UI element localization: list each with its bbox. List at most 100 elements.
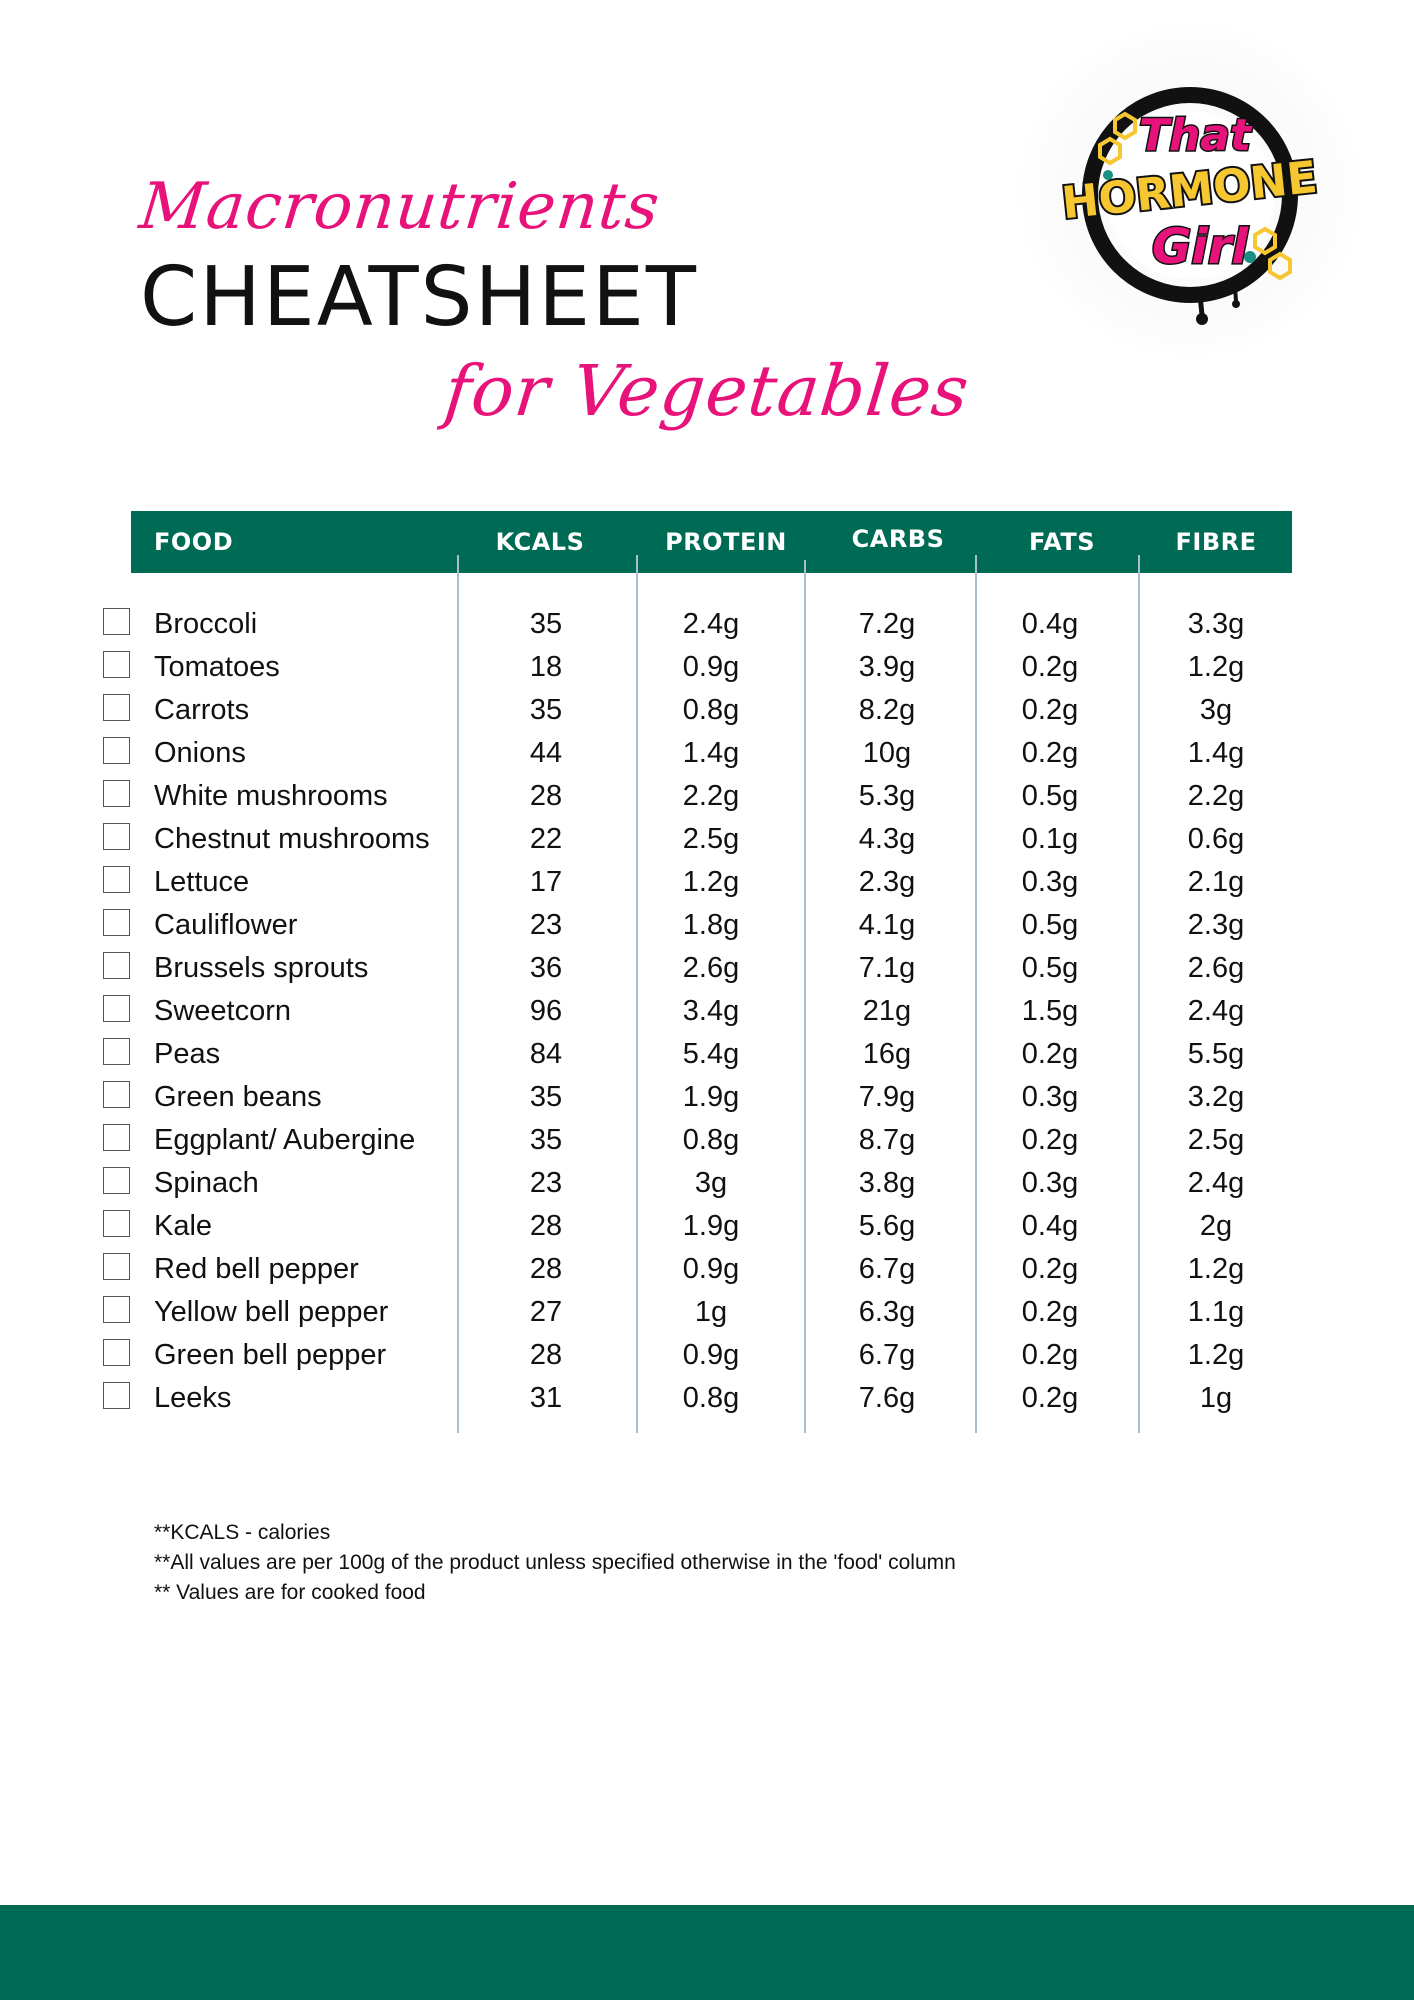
fibre-cell: 3.2g: [1187, 1081, 1245, 1113]
table-header: FOOD KCALS PROTEIN CARBS FATS FIBRE: [131, 511, 1292, 573]
row-checkbox[interactable]: [103, 1038, 130, 1065]
kcals-cell: 17: [529, 866, 563, 898]
fibre-cell: 1.1g: [1187, 1296, 1245, 1328]
title-script-for-vegetables: for Vegetables: [440, 350, 974, 432]
carbs-cell: 5.6g: [858, 1210, 916, 1242]
table-row: Eggplant/ Aubergine 35 0.8g 8.7g 0.2g 2.5g: [0, 1119, 1414, 1162]
table-row: Lettuce 17 1.2g 2.3g 0.3g 2.1g: [0, 861, 1414, 904]
logo-text-girl: Girl: [1152, 219, 1249, 275]
table-row: Kale 28 1.9g 5.6g 0.4g 2g: [0, 1205, 1414, 1248]
header-carbs: CARBS: [851, 525, 945, 553]
fibre-cell: 1.2g: [1187, 651, 1245, 683]
row-checkbox[interactable]: [103, 1253, 130, 1280]
title-script-macronutrients: Macronutrients: [136, 170, 664, 244]
row-checkbox[interactable]: [103, 1339, 130, 1366]
fibre-cell: 2.4g: [1187, 1167, 1245, 1199]
food-name-cell: Kale: [154, 1210, 213, 1242]
column-divider: [457, 555, 459, 1433]
row-checkbox[interactable]: [103, 608, 130, 635]
fibre-cell: 1.2g: [1187, 1253, 1245, 1285]
carbs-cell: 4.1g: [858, 909, 916, 941]
kcals-cell: 28: [529, 1210, 563, 1242]
kcals-cell: 22: [529, 823, 563, 855]
carbs-cell: 3.9g: [858, 651, 916, 683]
kcals-cell: 35: [529, 1081, 563, 1113]
row-checkbox[interactable]: [103, 780, 130, 807]
fibre-cell: 0.6g: [1187, 823, 1245, 855]
fibre-cell: 2.5g: [1187, 1124, 1245, 1156]
footnote-cooked: ** Values are for cooked food: [154, 1581, 426, 1604]
row-checkbox[interactable]: [103, 1124, 130, 1151]
kcals-cell: 23: [529, 1167, 563, 1199]
carbs-cell: 6.7g: [858, 1339, 916, 1371]
footer-bar: [0, 1905, 1414, 2000]
protein-cell: 0.9g: [682, 1253, 740, 1285]
page-title: CHEATSHEET: [140, 250, 698, 345]
row-checkbox[interactable]: [103, 909, 130, 936]
row-checkbox[interactable]: [103, 823, 130, 850]
footnote-kcals: **KCALS - calories: [154, 1521, 331, 1544]
fats-cell: 0.3g: [1021, 1081, 1079, 1113]
fibre-cell: 3.3g: [1187, 608, 1245, 640]
row-checkbox[interactable]: [103, 694, 130, 721]
food-name-cell: White mushrooms: [154, 780, 388, 812]
table-row: Green bell pepper 28 0.9g 6.7g 0.2g 1.2g: [0, 1334, 1414, 1377]
table-row: Brussels sprouts 36 2.6g 7.1g 0.5g 2.6g: [0, 947, 1414, 990]
fats-cell: 0.2g: [1021, 694, 1079, 726]
column-divider: [804, 560, 806, 1433]
footnotes: **KCALS - calories **All values are per …: [154, 1518, 956, 1608]
protein-cell: 2.2g: [682, 780, 740, 812]
row-checkbox[interactable]: [103, 737, 130, 764]
column-divider: [1138, 555, 1140, 1433]
kcals-cell: 35: [529, 608, 563, 640]
fats-cell: 0.2g: [1021, 1382, 1079, 1414]
protein-cell: 1.9g: [682, 1210, 740, 1242]
protein-cell: 2.4g: [682, 608, 740, 640]
protein-cell: 3.4g: [682, 995, 740, 1027]
protein-cell: 1g: [694, 1296, 728, 1328]
carbs-cell: 6.7g: [858, 1253, 916, 1285]
row-checkbox[interactable]: [103, 1081, 130, 1108]
table-row: White mushrooms 28 2.2g 5.3g 0.5g 2.2g: [0, 775, 1414, 818]
carbs-cell: 16g: [862, 1038, 912, 1070]
row-checkbox[interactable]: [103, 995, 130, 1022]
row-checkbox[interactable]: [103, 866, 130, 893]
logo-text-that: That: [1139, 110, 1253, 161]
table-row: Green beans 35 1.9g 7.9g 0.3g 3.2g: [0, 1076, 1414, 1119]
row-checkbox[interactable]: [103, 952, 130, 979]
protein-cell: 2.6g: [682, 952, 740, 984]
row-checkbox[interactable]: [103, 1382, 130, 1409]
fats-cell: 0.2g: [1021, 1296, 1079, 1328]
food-name-cell: Onions: [154, 737, 246, 769]
kcals-cell: 28: [529, 780, 563, 812]
table-row: Tomatoes 18 0.9g 3.9g 0.2g 1.2g: [0, 646, 1414, 689]
row-checkbox[interactable]: [103, 1296, 130, 1323]
protein-cell: 0.8g: [682, 1382, 740, 1414]
food-name-cell: Lettuce: [154, 866, 250, 898]
header-fibre: FIBRE: [1175, 528, 1257, 556]
logo-graphic: That HORMONE Girl: [1057, 87, 1322, 325]
fats-cell: 0.4g: [1021, 1210, 1079, 1242]
protein-cell: 0.8g: [682, 694, 740, 726]
header-protein: PROTEIN: [665, 528, 787, 556]
column-divider: [636, 555, 638, 1433]
fats-cell: 0.5g: [1021, 909, 1079, 941]
fibre-cell: 2.1g: [1187, 866, 1245, 898]
fats-cell: 0.2g: [1021, 1124, 1079, 1156]
row-checkbox[interactable]: [103, 651, 130, 678]
fibre-cell: 2.3g: [1187, 909, 1245, 941]
table-row: Carrots 35 0.8g 8.2g 0.2g 3g: [0, 689, 1414, 732]
food-name-cell: Eggplant/ Aubergine: [154, 1124, 416, 1156]
fats-cell: 0.5g: [1021, 952, 1079, 984]
row-checkbox[interactable]: [103, 1167, 130, 1194]
fats-cell: 0.2g: [1021, 1038, 1079, 1070]
row-checkbox[interactable]: [103, 1210, 130, 1237]
food-name-cell: Cauliflower: [154, 909, 298, 941]
kcals-cell: 35: [529, 694, 563, 726]
carbs-cell: 7.1g: [858, 952, 916, 984]
kcals-cell: 28: [529, 1253, 563, 1285]
table-row: Broccoli 35 2.4g 7.2g 0.4g 3.3g: [0, 603, 1414, 646]
table-row: Red bell pepper 28 0.9g 6.7g 0.2g 1.2g: [0, 1248, 1414, 1291]
food-name-cell: Peas: [154, 1038, 221, 1070]
fats-cell: 0.1g: [1021, 823, 1079, 855]
